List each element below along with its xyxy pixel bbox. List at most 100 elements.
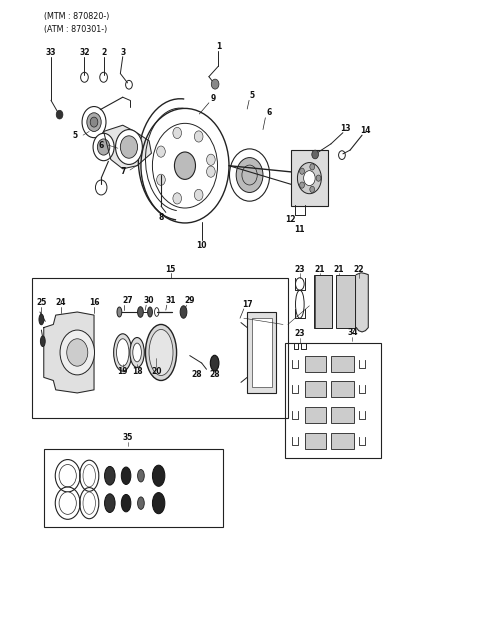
Text: 28: 28 — [209, 370, 220, 379]
Text: 3: 3 — [120, 48, 125, 57]
Ellipse shape — [105, 466, 115, 485]
Text: 17: 17 — [242, 300, 252, 309]
Bar — [331, 381, 354, 397]
Ellipse shape — [39, 314, 44, 324]
Ellipse shape — [83, 464, 96, 487]
Text: (ATM : 870301-): (ATM : 870301-) — [44, 26, 107, 34]
Text: 34: 34 — [347, 328, 358, 337]
Circle shape — [194, 131, 203, 142]
Text: 5: 5 — [72, 130, 77, 140]
Text: 16: 16 — [89, 298, 99, 307]
Ellipse shape — [138, 469, 144, 482]
Text: 20: 20 — [151, 367, 161, 376]
Bar — [314, 275, 332, 328]
Ellipse shape — [83, 492, 96, 514]
Ellipse shape — [180, 306, 187, 318]
Text: 13: 13 — [340, 124, 350, 133]
Bar — [336, 275, 355, 328]
Text: 1: 1 — [216, 42, 221, 51]
Polygon shape — [44, 312, 94, 393]
Text: 23: 23 — [295, 329, 305, 338]
Bar — [32, 278, 288, 418]
Circle shape — [59, 464, 76, 487]
Circle shape — [211, 79, 219, 89]
Text: 10: 10 — [196, 241, 207, 250]
Text: 7: 7 — [120, 167, 125, 177]
Bar — [291, 150, 327, 206]
Circle shape — [97, 139, 110, 155]
Bar — [331, 356, 354, 373]
Ellipse shape — [153, 492, 165, 514]
Text: 11: 11 — [295, 225, 305, 235]
Circle shape — [236, 158, 263, 192]
Text: 35: 35 — [122, 433, 132, 442]
Ellipse shape — [149, 329, 173, 376]
Circle shape — [316, 175, 321, 181]
Bar — [305, 356, 326, 373]
Text: 6: 6 — [266, 109, 271, 117]
Text: 33: 33 — [46, 48, 56, 57]
Circle shape — [304, 171, 315, 185]
Text: 5: 5 — [250, 91, 254, 100]
Ellipse shape — [138, 307, 144, 317]
Circle shape — [90, 117, 98, 127]
Text: 23: 23 — [295, 265, 305, 274]
Ellipse shape — [114, 334, 132, 371]
Bar — [44, 449, 223, 527]
Bar — [305, 433, 326, 449]
Text: 22: 22 — [353, 265, 364, 274]
Circle shape — [312, 150, 319, 159]
Text: 19: 19 — [118, 367, 128, 376]
Ellipse shape — [148, 307, 153, 317]
Text: 21: 21 — [334, 265, 344, 274]
Bar — [247, 312, 276, 393]
Circle shape — [300, 168, 304, 174]
Text: 18: 18 — [132, 367, 143, 376]
Circle shape — [310, 163, 314, 170]
Circle shape — [206, 154, 215, 165]
Ellipse shape — [121, 467, 131, 484]
Circle shape — [206, 166, 215, 177]
Ellipse shape — [210, 355, 219, 371]
Text: 28: 28 — [192, 370, 202, 379]
Text: 21: 21 — [315, 265, 325, 274]
Text: 25: 25 — [36, 298, 47, 307]
Ellipse shape — [105, 494, 115, 512]
Circle shape — [173, 127, 181, 139]
Bar — [305, 381, 326, 397]
Ellipse shape — [40, 336, 45, 346]
Ellipse shape — [121, 494, 131, 512]
Ellipse shape — [130, 338, 144, 368]
Polygon shape — [356, 273, 368, 332]
Text: 8: 8 — [158, 213, 164, 222]
Circle shape — [156, 174, 165, 185]
Circle shape — [298, 163, 322, 193]
Bar — [252, 318, 272, 387]
Circle shape — [87, 113, 101, 132]
Ellipse shape — [138, 497, 144, 509]
Circle shape — [59, 492, 76, 514]
Circle shape — [310, 187, 314, 192]
Ellipse shape — [117, 307, 122, 317]
Circle shape — [120, 136, 138, 158]
Ellipse shape — [117, 339, 129, 366]
Text: 2: 2 — [101, 48, 106, 57]
Bar — [305, 407, 326, 424]
Bar — [331, 407, 354, 424]
Text: 15: 15 — [166, 265, 176, 274]
Circle shape — [174, 152, 195, 179]
Text: 30: 30 — [144, 296, 154, 305]
Ellipse shape — [145, 324, 177, 381]
Text: 27: 27 — [122, 296, 133, 305]
Text: 24: 24 — [55, 298, 66, 307]
Circle shape — [93, 134, 114, 161]
Text: 12: 12 — [285, 215, 296, 225]
Circle shape — [300, 182, 304, 188]
Bar — [331, 433, 354, 449]
Text: 9: 9 — [211, 94, 216, 103]
Ellipse shape — [153, 465, 165, 486]
Text: 31: 31 — [165, 296, 176, 305]
Bar — [286, 343, 381, 458]
Text: 32: 32 — [79, 48, 90, 57]
Circle shape — [116, 130, 143, 165]
